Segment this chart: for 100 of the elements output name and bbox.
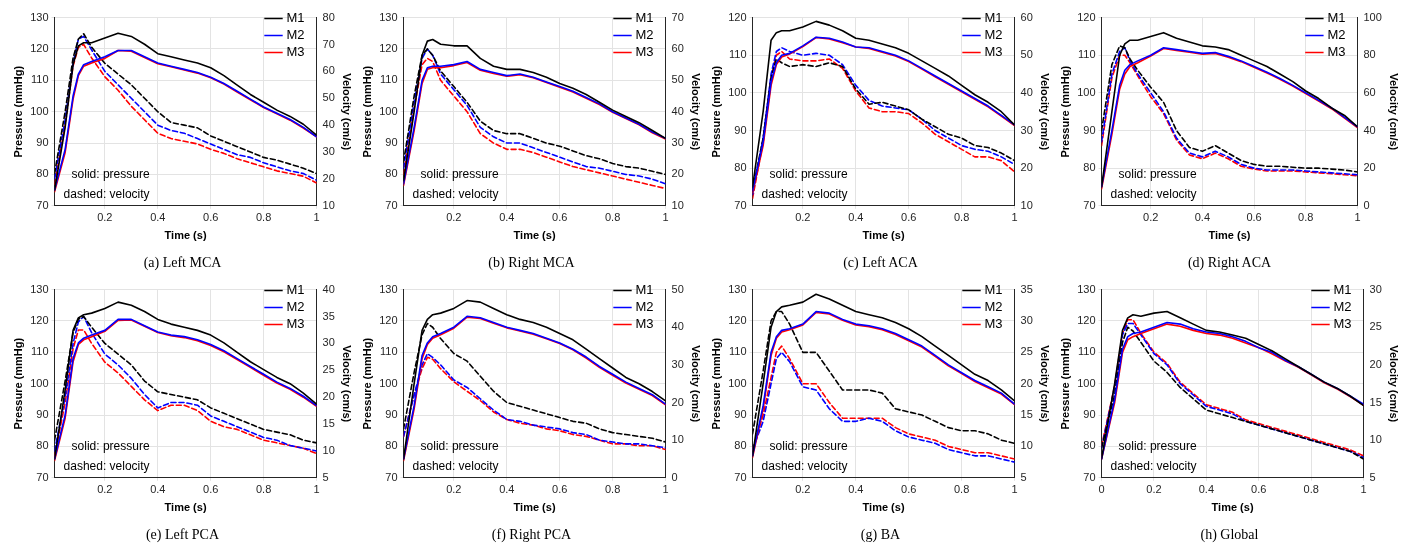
annotation: dashed: velocity bbox=[1110, 186, 1197, 201]
y-tick-label: 110 bbox=[380, 345, 398, 358]
text: (c) Left ACA bbox=[843, 255, 919, 272]
y-tick-label: 80 bbox=[734, 439, 747, 452]
y-tick-label: 110 bbox=[31, 345, 49, 358]
x-tick-label: 1 bbox=[662, 483, 669, 496]
y2-tick-label: 35 bbox=[322, 309, 335, 322]
y2-tick-label: 40 bbox=[322, 282, 335, 295]
legend-label: M3 bbox=[286, 44, 305, 60]
x-axis-title: Time (s) bbox=[1208, 228, 1251, 241]
x-axis-title: Time (s) bbox=[862, 228, 905, 241]
legend-label: M2 bbox=[286, 27, 305, 43]
y-axis-title: Pressure (mmHg) bbox=[360, 65, 373, 158]
y-tick-label: 80 bbox=[385, 167, 398, 180]
y-tick-label: 120 bbox=[728, 10, 747, 23]
y2-tick-label: 25 bbox=[322, 363, 335, 376]
y-tick-label: 80 bbox=[1083, 161, 1096, 174]
legend-label: M2 bbox=[635, 27, 654, 43]
x-tick-label: 0.8 bbox=[255, 483, 272, 496]
y-tick-label: 110 bbox=[380, 73, 398, 86]
y2-tick-label: 60 bbox=[1020, 10, 1033, 23]
x-tick-label: 0.6 bbox=[203, 211, 219, 224]
y-tick-label: 130 bbox=[379, 10, 398, 23]
annotation: solid: pressure bbox=[769, 438, 848, 453]
y2-tick-label: 0 bbox=[671, 470, 678, 483]
y2-tick-label: 20 bbox=[1369, 357, 1382, 370]
legend-label: M1 bbox=[286, 10, 305, 26]
y2-tick-label: 30 bbox=[671, 136, 684, 149]
annotation: solid: pressure bbox=[420, 166, 499, 181]
y-tick-label: 100 bbox=[728, 85, 747, 98]
x-tick-label: 1 bbox=[313, 211, 320, 224]
y2-tick-label: 100 bbox=[1363, 10, 1382, 23]
x-tick-label: 0.8 bbox=[953, 211, 970, 224]
x-axis-title: Time (s) bbox=[513, 228, 556, 241]
y-tick-label: 90 bbox=[36, 136, 49, 149]
x-tick-label: 0.6 bbox=[552, 211, 568, 224]
x-tick-label: 1 bbox=[662, 211, 669, 224]
y-axis-title: Pressure (mmHg) bbox=[11, 65, 24, 158]
y2-tick-label: 35 bbox=[1020, 282, 1033, 295]
y2-tick-label: 25 bbox=[1020, 345, 1033, 358]
text: (f) Right PCA bbox=[491, 527, 573, 544]
y2-tick-label: 30 bbox=[1369, 282, 1382, 295]
y-tick-label: 80 bbox=[36, 167, 49, 180]
y2-axis-title: Velocity (cm/s) bbox=[1388, 73, 1401, 151]
x-tick-label: 0.4 bbox=[150, 211, 166, 224]
legend-label: M1 bbox=[984, 282, 1003, 298]
y2-tick-label: 10 bbox=[1369, 433, 1382, 446]
text: (h) Global bbox=[1200, 527, 1259, 544]
y-axis-title: Pressure (mmHg) bbox=[709, 65, 722, 158]
annotation: solid: pressure bbox=[420, 438, 499, 453]
y2-tick-label: 10 bbox=[1020, 198, 1033, 211]
y-tick-label: 100 bbox=[30, 376, 49, 389]
y2-tick-label: 20 bbox=[322, 390, 335, 403]
x-tick-label: 0.4 bbox=[1198, 483, 1215, 496]
x-tick-label: 0.2 bbox=[795, 483, 811, 496]
y-tick-label: 70 bbox=[734, 470, 747, 483]
y-tick-label: 130 bbox=[1077, 282, 1096, 295]
x-axis-title: Time (s) bbox=[164, 500, 207, 513]
legend-label: M2 bbox=[1333, 299, 1352, 315]
annotation: solid: pressure bbox=[1118, 166, 1197, 181]
y-tick-label: 70 bbox=[385, 198, 398, 211]
y-tick-label: 110 bbox=[31, 73, 49, 86]
y-tick-label: 70 bbox=[385, 470, 398, 483]
annotation: dashed: velocity bbox=[761, 186, 848, 201]
legend-label: M1 bbox=[1333, 282, 1352, 298]
legend-label: M3 bbox=[286, 316, 305, 332]
y-tick-label: 130 bbox=[30, 282, 49, 295]
y2-tick-label: 70 bbox=[671, 10, 684, 23]
legend-label: M2 bbox=[635, 299, 654, 315]
x-tick-label: 0.4 bbox=[1194, 211, 1211, 224]
y2-tick-label: 20 bbox=[1020, 376, 1033, 389]
y-tick-label: 80 bbox=[385, 439, 398, 452]
y2-tick-label: 70 bbox=[322, 37, 335, 50]
y-tick-label: 80 bbox=[734, 161, 747, 174]
legend-label: M1 bbox=[984, 10, 1003, 26]
y-tick-label: 90 bbox=[385, 408, 398, 421]
y2-tick-label: 5 bbox=[1369, 470, 1376, 483]
x-tick-label: 1 bbox=[1354, 211, 1361, 224]
y2-axis-title: Velocity (cm/s) bbox=[1388, 345, 1401, 423]
y-tick-label: 130 bbox=[379, 282, 398, 295]
text: (a) Left MCA bbox=[143, 255, 223, 272]
annotation: dashed: velocity bbox=[412, 186, 499, 201]
y2-tick-label: 5 bbox=[1020, 470, 1027, 483]
y-tick-label: 120 bbox=[728, 314, 747, 326]
y2-tick-label: 15 bbox=[1020, 408, 1033, 421]
y2-tick-label: 25 bbox=[1369, 320, 1382, 333]
annotation: dashed: velocity bbox=[1110, 458, 1197, 473]
legend-label: M2 bbox=[1327, 27, 1346, 43]
y-tick-label: 100 bbox=[379, 104, 398, 117]
x-tick-label: 0.6 bbox=[901, 483, 917, 496]
y2-tick-label: 20 bbox=[322, 171, 335, 184]
y-tick-label: 120 bbox=[30, 42, 49, 54]
y2-tick-label: 10 bbox=[671, 433, 684, 446]
y-tick-label: 90 bbox=[36, 408, 49, 421]
annotation: solid: pressure bbox=[71, 438, 150, 453]
y-tick-label: 100 bbox=[379, 376, 398, 389]
y2-tick-label: 20 bbox=[671, 395, 684, 408]
y-tick-label: 90 bbox=[734, 408, 747, 421]
y2-tick-label: 0 bbox=[1363, 198, 1370, 211]
x-tick-label: 0.4 bbox=[848, 211, 864, 224]
